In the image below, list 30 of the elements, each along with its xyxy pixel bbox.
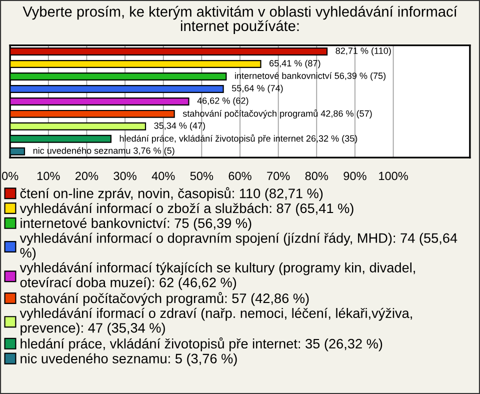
legend-label: hledání práce, vkládání životopisů pře internet: 35 (26,32 %) <box>20 337 382 352</box>
legend-label: čtení on-line zpráv, novin, časopisů: 110 (82,71 %) <box>20 187 323 201</box>
data-label: 55,64 % (74) <box>232 84 283 94</box>
data-label: 65,41 % (87) <box>270 60 320 68</box>
legend-label: stahování počítačových programů: 57 (42,86 %) <box>20 292 309 306</box>
data-label: hledání práce, vkládání životopisů pře internet 26,32 % (35) <box>120 134 358 144</box>
x-tick-label: 30% <box>114 172 136 180</box>
x-tick-label: 10% <box>37 172 60 180</box>
chart-title: Vyberte prosím, ke kterým aktivitám v oblasti vyhledávání informací internet používáte: <box>22 6 458 34</box>
data-label: nic uvedeného seznamu 3,76 % (5) <box>33 147 174 156</box>
x-tick-label: 60% <box>228 172 252 180</box>
x-tick-label: 40% <box>152 172 175 180</box>
x-tick-label: 90% <box>344 172 366 180</box>
x-tick-label: 50% <box>190 172 214 180</box>
legend-label: vyhledávání iformací o zdraví (nařp. nemoci, léčení, lékaři,výživa, prevence): 47 (35,34 %) <box>20 308 412 336</box>
data-label: internetové bankovnictví 56,39 % (75) <box>235 72 386 81</box>
legend-label: internetové bankovnictví: 75 (56,39 %) <box>20 218 252 231</box>
data-label: 35,34 % (47) <box>154 122 205 131</box>
data-label: 82,71 % (110) <box>336 47 391 56</box>
legend-label: vyhledávání informací o dopravním spojení (jízdní řády, MHD): 74 (55,64 %) <box>20 232 458 260</box>
x-tick-label: 100% <box>379 172 408 180</box>
x-tick-label: 0% <box>2 172 18 180</box>
legend-label: nic uvedeného seznamu: 5 (3,76 %) <box>20 353 237 366</box>
legend-label: vyhledávání informací o zboží a službách: 87 (65,41 %) <box>20 202 354 216</box>
legend-label: vyhledávání informací týkajících se kultury (programy kin, divadel, otevírací doba muzeí): 62 (46,62 %) <box>20 262 415 290</box>
data-label: 46,62 % (62) <box>197 97 248 106</box>
x-tick-label: 80% <box>305 172 328 180</box>
x-tick-label: 20% <box>76 172 98 180</box>
data-label: stahování počítačových programů 42,86 % (57) <box>182 109 372 119</box>
x-tick-label: 70% <box>267 172 290 180</box>
